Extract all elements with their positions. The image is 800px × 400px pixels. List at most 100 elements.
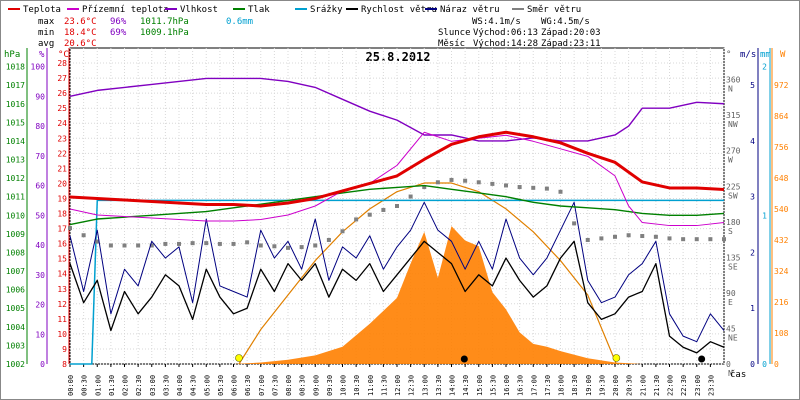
x-tick-label: 12:00 bbox=[394, 375, 402, 396]
tick-label-temperature: 11 bbox=[57, 315, 67, 324]
tick-label-temperature: 10 bbox=[57, 330, 67, 339]
stat-avg-label: avg bbox=[38, 39, 54, 49]
tick-label-temperature: 24 bbox=[57, 119, 67, 128]
tick-label-pressure: 1017 bbox=[6, 81, 25, 90]
series-wind-dir-point bbox=[367, 212, 372, 217]
x-tick-label: 23:00 bbox=[694, 375, 702, 396]
unit-wind-dir: ° bbox=[726, 50, 731, 60]
tick-label-rain: 0 bbox=[762, 360, 767, 369]
tick-label-pressure: 1014 bbox=[6, 137, 25, 146]
x-tick-label: 07:30 bbox=[271, 375, 279, 396]
x-tick-label: 23:30 bbox=[707, 375, 715, 396]
x-tick-label: 10:30 bbox=[353, 375, 361, 396]
tick-label-temperature: 12 bbox=[57, 300, 67, 309]
x-tick-label: 13:00 bbox=[421, 375, 429, 396]
legend-label: Vlhkost bbox=[180, 5, 218, 15]
series-wind-dir-point bbox=[245, 240, 250, 245]
series-wind-dir-point bbox=[613, 234, 617, 239]
series-wind-dir-point bbox=[68, 226, 72, 231]
tick-label-humidity: 100 bbox=[31, 63, 46, 72]
series-rain bbox=[70, 199, 724, 365]
stats-block: max 23.6°C 96% 1011.7hPa 0.6mm min 18.4°… bbox=[38, 17, 601, 49]
stat-max-press: 1011.7hPa bbox=[140, 17, 189, 27]
tick-label-temperature: 28 bbox=[57, 59, 67, 68]
series-wind-dir-point bbox=[517, 185, 522, 190]
tick-label-solar: 0 bbox=[774, 360, 779, 369]
marker-sunrise bbox=[235, 354, 243, 362]
series-wind-dir-point bbox=[585, 237, 590, 242]
stat-max-temp: 23.6°C bbox=[64, 17, 97, 27]
tick-label-wind-dir-compass: NW bbox=[728, 120, 738, 129]
tick-label-rain: 2 bbox=[762, 63, 767, 72]
tick-label-wind-dir: 0 bbox=[726, 360, 731, 369]
plot-series bbox=[68, 77, 726, 365]
tick-label-solar: 648 bbox=[774, 174, 789, 183]
tick-label-solar: 972 bbox=[774, 81, 789, 90]
tick-label-temperature: 26 bbox=[57, 89, 67, 98]
chart-title: 25.8.2012 bbox=[365, 50, 430, 64]
unit-temperature: °C bbox=[58, 50, 69, 60]
series-wind-dir-point bbox=[190, 241, 195, 246]
tick-label-pressure: 1012 bbox=[6, 174, 25, 183]
series-wind-dir-point bbox=[490, 181, 495, 186]
legend-label: Rychlost větru bbox=[361, 5, 437, 15]
tick-label-pressure: 1011 bbox=[6, 193, 25, 202]
x-tick-label: 10:00 bbox=[340, 375, 348, 396]
tick-label-pressure: 1008 bbox=[6, 248, 25, 257]
series-pressure bbox=[69, 184, 725, 226]
legend-label: Teplota bbox=[23, 5, 61, 15]
tick-label-pressure: 1009 bbox=[6, 230, 25, 239]
x-tick-label: 11:00 bbox=[367, 375, 375, 396]
series-wind-dir-point bbox=[653, 234, 658, 239]
tick-label-temperature: 16 bbox=[57, 240, 67, 249]
tick-label-humidity: 90 bbox=[35, 92, 45, 101]
series-wind-dir-point bbox=[149, 243, 154, 248]
tick-label-wind-dir-compass: W bbox=[728, 156, 733, 165]
series-wind-dir-point bbox=[204, 241, 209, 246]
x-tick-label: 05:00 bbox=[203, 375, 211, 396]
tick-label-humidity: 50 bbox=[35, 211, 45, 220]
x-tick-label: 06:00 bbox=[231, 375, 239, 396]
series-wind-dir-point bbox=[463, 178, 468, 183]
legend-label: Směr větru bbox=[527, 5, 581, 15]
x-tick-label: 01:00 bbox=[94, 375, 102, 396]
x-tick-label: 16:30 bbox=[517, 375, 525, 396]
unit-humidity: % bbox=[39, 50, 45, 60]
series-wind-dir-point bbox=[95, 239, 100, 244]
series-wind-dir-point bbox=[326, 237, 331, 242]
x-tick-label: 06:30 bbox=[244, 375, 252, 396]
x-tick-label: 15:30 bbox=[489, 375, 497, 396]
series-temperature bbox=[69, 130, 725, 208]
x-tick-label: 14:30 bbox=[462, 375, 470, 396]
tick-label-temperature: 21 bbox=[57, 164, 67, 173]
tick-label-humidity: 40 bbox=[35, 241, 45, 250]
series-wind-dir-point bbox=[163, 241, 168, 246]
tick-label-temperature: 14 bbox=[57, 270, 67, 279]
left-axes: 1002100310041005100610071008100910101011… bbox=[6, 48, 70, 369]
stat-sunrise: Východ:06:13 bbox=[473, 28, 538, 38]
tick-label-wind-dir: 270 bbox=[726, 147, 741, 156]
x-tick-label: 03:00 bbox=[149, 375, 157, 396]
series-wind-dir-point bbox=[558, 189, 563, 194]
stat-avg-temp: 20.6°C bbox=[64, 39, 97, 49]
stat-moon-label: Měsíc bbox=[438, 39, 465, 49]
series-ground-temp bbox=[69, 131, 725, 227]
tick-label-pressure: 1010 bbox=[6, 211, 25, 220]
series-wind-dir-point bbox=[108, 243, 113, 248]
tick-label-wind-speed: 5 bbox=[750, 81, 755, 90]
tick-label-wind-speed: 0 bbox=[750, 360, 755, 369]
x-tick-label: 00:30 bbox=[81, 375, 89, 396]
series-wind-dir-point bbox=[708, 237, 713, 242]
tick-label-wind-dir: 135 bbox=[726, 253, 741, 262]
x-tick-label: 05:30 bbox=[217, 375, 225, 396]
series-wind-dir-point bbox=[422, 185, 427, 190]
tick-label-wind-dir-compass: N bbox=[728, 85, 733, 94]
series-wind-dir-point bbox=[340, 229, 345, 234]
tick-label-humidity: 20 bbox=[35, 301, 45, 310]
marker-moonrise bbox=[460, 355, 468, 363]
tick-label-temperature: 18 bbox=[57, 210, 67, 219]
unit-pressure: hPa bbox=[4, 50, 20, 60]
x-tick-label: 15:00 bbox=[476, 375, 484, 396]
x-tick-label: 09:00 bbox=[312, 375, 320, 396]
tick-label-solar: 540 bbox=[774, 205, 789, 214]
